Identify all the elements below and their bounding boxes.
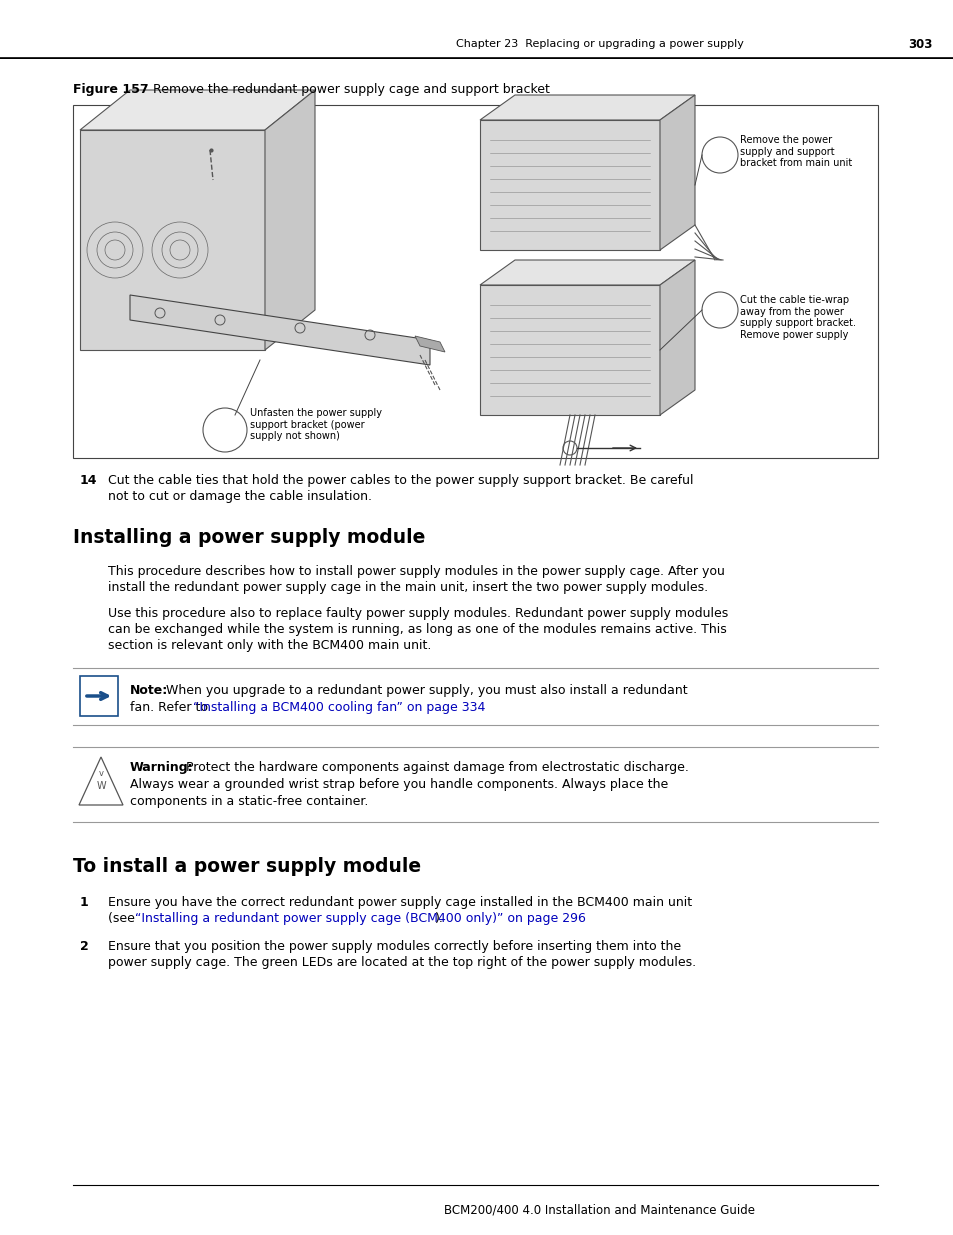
- Text: Use this procedure also to replace faulty power supply modules. Redundant power : Use this procedure also to replace fault…: [108, 606, 727, 620]
- Text: ).: ).: [435, 911, 443, 925]
- Text: When you upgrade to a redundant power supply, you must also install a redundant: When you upgrade to a redundant power su…: [162, 684, 687, 697]
- Text: Cut the cable ties that hold the power cables to the power supply support bracke: Cut the cable ties that hold the power c…: [108, 474, 693, 487]
- Text: 1: 1: [80, 897, 89, 909]
- Polygon shape: [659, 95, 695, 249]
- Text: install the redundant power supply cage in the main unit, insert the two power s: install the redundant power supply cage …: [108, 580, 707, 594]
- Polygon shape: [130, 295, 430, 366]
- Text: .: .: [440, 701, 444, 714]
- Text: Installing a power supply module: Installing a power supply module: [73, 529, 425, 547]
- Polygon shape: [265, 90, 314, 350]
- Text: Always wear a grounded wrist strap before you handle components. Always place th: Always wear a grounded wrist strap befor…: [130, 778, 667, 790]
- Text: This procedure describes how to install power supply modules in the power supply: This procedure describes how to install …: [108, 564, 724, 578]
- Text: not to cut or damage the cable insulation.: not to cut or damage the cable insulatio…: [108, 490, 372, 503]
- Bar: [80, 676, 118, 716]
- Text: Protect the hardware components against damage from electrostatic discharge.: Protect the hardware components against …: [182, 761, 688, 774]
- Text: Cut the cable tie-wrap
away from the power
supply support bracket.
Remove power : Cut the cable tie-wrap away from the pow…: [740, 295, 855, 340]
- Text: Remove the redundant power supply cage and support bracket: Remove the redundant power supply cage a…: [141, 84, 549, 96]
- Polygon shape: [80, 130, 265, 350]
- Text: 14: 14: [80, 474, 97, 487]
- Text: “Installing a BCM400 cooling fan” on page 334: “Installing a BCM400 cooling fan” on pag…: [193, 701, 485, 714]
- Polygon shape: [80, 90, 314, 130]
- Bar: [479, 120, 659, 249]
- Text: Figure 157: Figure 157: [73, 84, 149, 96]
- Circle shape: [203, 408, 247, 452]
- Text: Chapter 23  Replacing or upgrading a power supply: Chapter 23 Replacing or upgrading a powe…: [456, 40, 743, 49]
- Circle shape: [701, 137, 738, 173]
- Text: can be exchanged while the system is running, as long as one of the modules rema: can be exchanged while the system is run…: [108, 622, 726, 636]
- Polygon shape: [479, 95, 695, 120]
- Text: 303: 303: [907, 37, 931, 51]
- Text: Remove the power
supply and support
bracket from main unit: Remove the power supply and support brac…: [740, 135, 851, 168]
- Text: (see: (see: [108, 911, 139, 925]
- Text: v: v: [98, 768, 103, 778]
- Text: W: W: [96, 781, 106, 790]
- Text: section is relevant only with the BCM400 main unit.: section is relevant only with the BCM400…: [108, 638, 431, 652]
- Polygon shape: [79, 757, 123, 805]
- Polygon shape: [479, 261, 695, 285]
- Circle shape: [701, 291, 738, 329]
- Text: Note:: Note:: [130, 684, 168, 697]
- Bar: [73, 105, 877, 458]
- Text: power supply cage. The green LEDs are located at the top right of the power supp: power supply cage. The green LEDs are lo…: [108, 956, 696, 969]
- Text: components in a static-free container.: components in a static-free container.: [130, 795, 368, 808]
- Polygon shape: [659, 261, 695, 415]
- Text: Ensure you have the correct redundant power supply cage installed in the BCM400 : Ensure you have the correct redundant po…: [108, 897, 691, 909]
- Text: Warning:: Warning:: [130, 761, 193, 774]
- Text: Ensure that you position the power supply modules correctly before inserting the: Ensure that you position the power suppl…: [108, 940, 680, 953]
- Text: To install a power supply module: To install a power supply module: [73, 857, 420, 876]
- Text: BCM200/400 4.0 Installation and Maintenance Guide: BCM200/400 4.0 Installation and Maintena…: [444, 1203, 755, 1216]
- Polygon shape: [415, 336, 444, 352]
- Circle shape: [562, 441, 577, 454]
- Text: Unfasten the power supply
support bracket (power
supply not shown): Unfasten the power supply support bracke…: [250, 408, 381, 441]
- Bar: [479, 285, 659, 415]
- Text: fan. Refer to: fan. Refer to: [130, 701, 212, 714]
- Text: “Installing a redundant power supply cage (BCM400 only)” on page 296: “Installing a redundant power supply cag…: [135, 911, 585, 925]
- Text: 2: 2: [80, 940, 89, 953]
